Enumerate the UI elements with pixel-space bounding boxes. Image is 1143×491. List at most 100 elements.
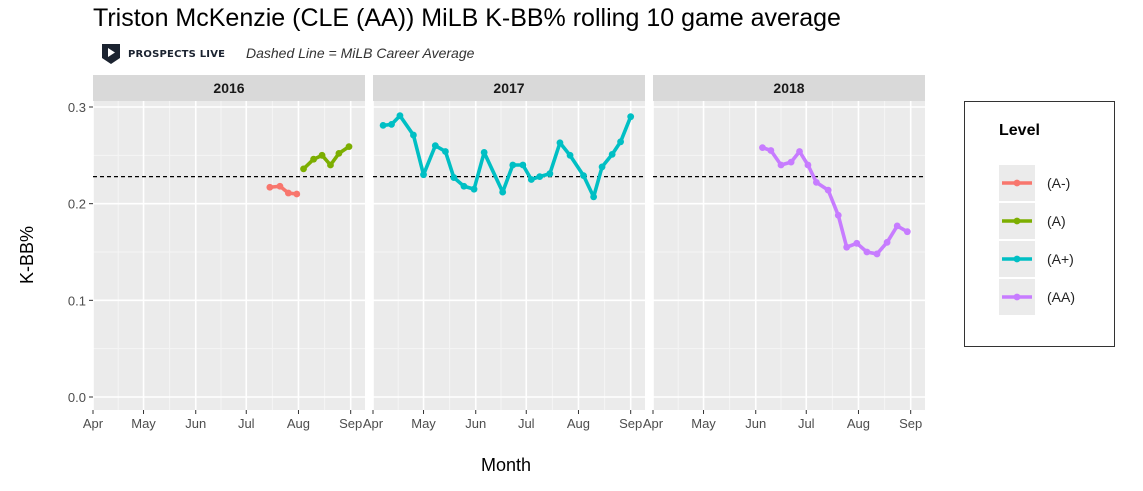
x-tick-label: May (131, 416, 156, 431)
y-tick-label: 0.1 (68, 293, 86, 308)
data-point (608, 150, 616, 158)
data-point (812, 179, 820, 186)
data-point (345, 143, 353, 151)
data-point (863, 248, 871, 256)
x-tick-label: Apr (643, 416, 664, 431)
data-point (379, 121, 387, 129)
data-point (759, 144, 766, 152)
x-tick-label: Jul (798, 416, 815, 431)
data-point (893, 222, 901, 230)
legend-key (999, 165, 1035, 201)
y-tick-label: 0.2 (68, 197, 86, 212)
data-point (327, 161, 334, 169)
data-point (804, 161, 812, 169)
legend-label: (A+) (1047, 251, 1074, 267)
legend: Level (A-) (A) (A+) (AA) (964, 101, 1115, 347)
x-tick-label: Apr (363, 416, 384, 431)
chart-plot-area: 2016 Apr May Jun Jul Aug Sep 2017 Apr May Jun Jul Au… (17, 75, 925, 475)
legend-label: (AA) (1047, 289, 1075, 305)
data-point (598, 163, 606, 171)
data-point (843, 243, 851, 251)
data-point (396, 112, 404, 120)
data-point (556, 139, 564, 147)
data-point (536, 173, 544, 181)
data-point (293, 190, 301, 198)
data-point (834, 211, 842, 219)
x-tick-label: Jun (185, 416, 206, 431)
data-point (767, 147, 775, 154)
data-point (460, 182, 468, 190)
facet-strip (653, 75, 925, 101)
data-point (276, 182, 284, 190)
x-axis-title: Month (481, 455, 531, 475)
data-point (318, 151, 326, 159)
data-point (873, 250, 881, 258)
data-point (388, 121, 395, 128)
chart-subtitle: Dashed Line = MiLB Career Average (246, 45, 475, 61)
x-tick-label: Aug (567, 416, 590, 431)
data-point (266, 183, 274, 191)
prospects-live-logo: PROSPECTS LIVE (100, 43, 225, 65)
data-point (335, 150, 343, 157)
y-tick-label: 0.0 (68, 390, 86, 405)
x-tick-label: May (691, 416, 716, 431)
x-tick-label: Aug (287, 416, 310, 431)
legend-key (999, 279, 1035, 315)
x-tick-label: Apr (83, 416, 104, 431)
series-line (760, 145, 910, 256)
data-point (903, 228, 911, 236)
x-tick-label: May (411, 416, 436, 431)
data-point (470, 185, 478, 193)
data-point (300, 165, 307, 173)
play-icon (102, 44, 120, 64)
x-tick-label: Sep (899, 416, 922, 431)
data-point (284, 189, 292, 197)
x-tick-label: Aug (847, 416, 870, 431)
x-tick-label: Sep (339, 416, 362, 431)
logo-text: PROSPECTS LIVE (128, 48, 226, 60)
data-point (853, 239, 861, 247)
y-axis-title: K-BB% (17, 226, 37, 284)
panel-background (93, 101, 365, 410)
series-line (268, 184, 299, 196)
data-point (796, 148, 803, 155)
data-point (519, 161, 527, 169)
data-point (420, 171, 427, 179)
data-point (824, 186, 832, 194)
facet-strip-label: 2017 (493, 80, 524, 96)
facet-strip (93, 75, 365, 101)
x-tick-label: Jul (518, 416, 535, 431)
facet-strip-label: 2016 (213, 80, 244, 96)
data-point (883, 238, 891, 246)
data-point (499, 188, 507, 196)
legend-key (999, 241, 1035, 277)
y-tick-label: 0.3 (68, 100, 86, 115)
data-point (450, 174, 458, 181)
data-point (617, 138, 624, 146)
data-point (546, 170, 554, 178)
data-point (509, 161, 517, 169)
x-tick-label: Sep (619, 416, 642, 431)
data-point (442, 148, 449, 155)
data-point (410, 131, 417, 139)
legend-label: (A) (1047, 213, 1066, 229)
facet-strip-label: 2018 (773, 80, 804, 96)
data-point (580, 172, 587, 180)
legend-label: (A-) (1047, 175, 1071, 191)
data-point (590, 193, 598, 201)
data-point (310, 155, 318, 163)
data-point (566, 151, 574, 159)
data-point (480, 149, 488, 156)
facet-strip (373, 75, 645, 101)
data-point (627, 113, 635, 121)
chart-title: Triston McKenzie (CLE (AA)) MiLB K-BB% r… (93, 4, 841, 32)
data-point (527, 176, 535, 183)
data-point (777, 161, 785, 169)
x-tick-label: Jun (465, 416, 486, 431)
data-point (787, 158, 795, 166)
x-tick-label: Jul (238, 416, 255, 431)
x-tick-label: Jun (745, 416, 766, 431)
legend-key (999, 203, 1035, 239)
data-point (431, 142, 439, 150)
legend-title: Level (999, 122, 1040, 139)
